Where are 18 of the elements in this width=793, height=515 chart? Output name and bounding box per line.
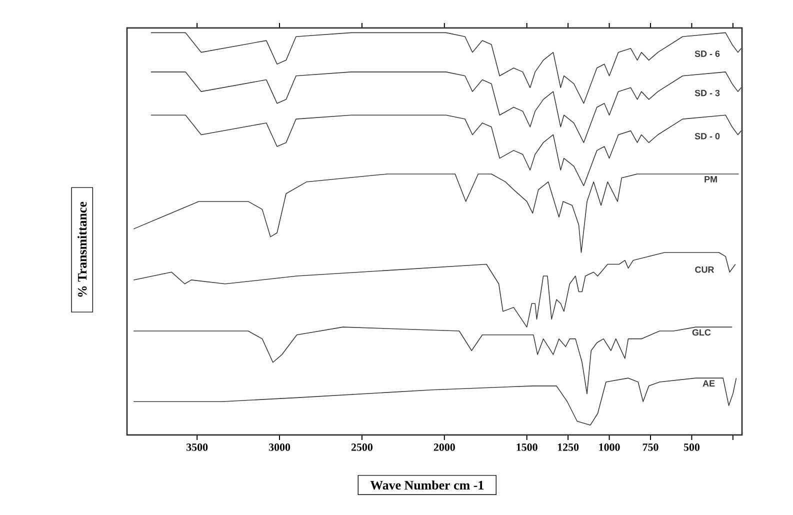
x-tick-label: 2000 — [434, 444, 455, 451]
series-label: SD - 3 — [694, 90, 720, 96]
x-tick-label: 750 — [642, 444, 658, 451]
x-tick-label: 1250 — [558, 444, 579, 451]
series-label: GLC — [692, 329, 711, 336]
series-label: SD - 6 — [694, 50, 720, 57]
x-axis-title: Wave Number cm -1 — [370, 480, 484, 490]
x-tick-label: 500 — [684, 444, 700, 451]
series-label: CUR — [695, 266, 714, 273]
series-label: PM — [704, 176, 717, 182]
series-label: AE — [702, 380, 715, 386]
series-label: SD - 0 — [694, 133, 720, 140]
x-tick-label: 1500 — [516, 444, 538, 451]
x-tick-label: 3000 — [268, 444, 290, 451]
y-axis-title: % Transmittance — [78, 202, 87, 297]
x-tick-label: 3500 — [186, 444, 208, 451]
x-tick-label: 1000 — [599, 444, 620, 451]
x-tick-label: 2500 — [351, 444, 372, 451]
